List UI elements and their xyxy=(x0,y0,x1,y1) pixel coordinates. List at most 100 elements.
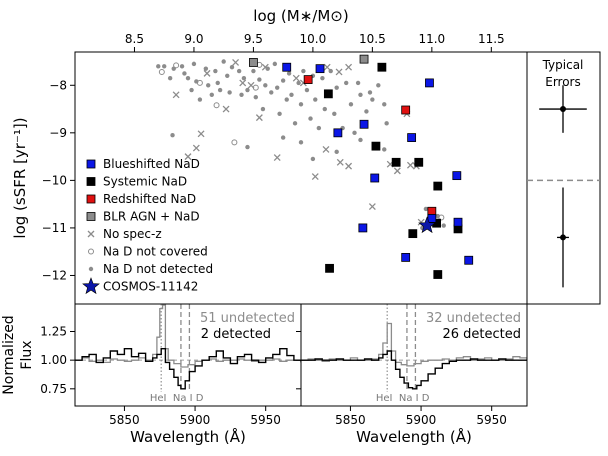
no-spec-z-point xyxy=(203,69,211,77)
na-d-not-detected-point xyxy=(441,223,446,228)
no-spec-z-point xyxy=(184,153,192,161)
hei-label: HeI xyxy=(150,393,167,404)
na-d-not-detected-point xyxy=(298,102,304,107)
no-spec-z-point xyxy=(192,144,200,152)
error-bars xyxy=(539,85,587,288)
legend-marker-cosmos-11142 xyxy=(82,277,100,295)
y-axis-tick-label: −10 xyxy=(42,173,67,187)
na-d-not-detected-point xyxy=(358,137,363,143)
na-d-not-covered-point xyxy=(231,139,238,146)
legend-marker-blueshifted-nad xyxy=(86,159,96,169)
nad-label: Na I D xyxy=(399,393,430,404)
errors-title-line-2: Errors xyxy=(545,75,581,89)
no-spec-z-point xyxy=(247,81,255,89)
legend-marker-blr-agn-nad xyxy=(86,212,96,221)
na-d-not-detected-point xyxy=(304,87,310,93)
no-spec-z-point xyxy=(222,105,230,113)
na-d-not-detected-point xyxy=(367,90,373,95)
na-d-not-detected-point xyxy=(189,87,194,93)
blueshifted-nad-point xyxy=(359,119,369,129)
redshifted-nad-point xyxy=(401,105,411,115)
legend-marker-redshifted-nad xyxy=(86,194,96,204)
no-spec-z-point xyxy=(345,162,353,170)
x-stroke xyxy=(172,91,180,99)
spectrum-frame xyxy=(300,303,528,407)
flux-tick-label: 0.75 xyxy=(40,382,67,396)
blueshifted-nad-point xyxy=(464,255,474,265)
na-d-not-detected-point xyxy=(251,68,256,74)
top-axis-ticks: 8.5 9.0 9.5 10.0 10.5 11.0 11.5 xyxy=(125,32,505,52)
wavelength-tick-label: 5900 xyxy=(406,413,437,427)
no-spec-z-point xyxy=(322,146,330,153)
systemic-nad-point xyxy=(371,141,381,151)
y-axis-tick-label: −11 xyxy=(42,221,67,235)
na-d-not-detected-point xyxy=(308,116,313,121)
legend-label-redshifted-nad: Redshifted NaD xyxy=(103,192,196,206)
no-spec-z-point xyxy=(261,63,269,71)
x-stroke xyxy=(292,74,300,82)
na-d-not-detected-point xyxy=(376,83,381,88)
na-d-not-detected-point xyxy=(352,130,357,136)
na-d-not-covered-point xyxy=(158,68,165,75)
error-bar-point xyxy=(560,106,566,113)
no-spec-z-point xyxy=(197,130,205,138)
na-d-not-detected-point xyxy=(292,121,298,126)
legend-marker-systemic-nad xyxy=(86,177,96,186)
na-d-not-detected-point xyxy=(298,140,304,145)
na-d-not-detected-point xyxy=(277,111,282,117)
x-stroke xyxy=(87,230,95,238)
systemic-nad-point xyxy=(323,89,333,99)
no-spec-z-point xyxy=(335,68,343,76)
spectrum-undetected-line xyxy=(75,304,301,368)
scatter-points xyxy=(156,54,474,279)
na-d-not-detected-point xyxy=(260,106,266,112)
na-d-not-detected-point xyxy=(170,133,175,138)
na-d-not-detected-point xyxy=(221,59,226,64)
x-stroke xyxy=(345,63,353,71)
legend-label-systemic-nad: Systemic NaD xyxy=(103,175,187,189)
blueshifted-nad-point xyxy=(453,217,463,227)
legend-label-blr-agn-nad: BLR AGN + NaD xyxy=(103,210,200,224)
top-axis-tick-label: 9.5 xyxy=(244,32,263,46)
na-d-not-detected-point xyxy=(289,92,294,97)
na-d-not-detected-point xyxy=(162,64,167,69)
blueshifted-nad-point xyxy=(401,253,411,262)
blueshifted-nad-point xyxy=(315,64,325,74)
systemic-nad-point xyxy=(391,157,401,167)
x-stroke xyxy=(192,144,200,152)
na-d-not-detected-point xyxy=(348,102,354,107)
wavelength-tick-label: 5850 xyxy=(335,413,366,427)
na-d-not-detected-point xyxy=(156,64,161,69)
na-d-not-detected-point xyxy=(197,97,203,102)
x-stroke xyxy=(336,158,344,166)
spectrum-detected-line xyxy=(301,350,527,390)
spectrum-y-label-line-1: Normalized xyxy=(1,315,17,394)
x-stroke xyxy=(184,153,192,161)
wavelength-tick-label: 5850 xyxy=(109,413,140,427)
na-d-not-detected-point xyxy=(280,78,286,83)
na-d-not-detected-point xyxy=(382,147,387,152)
na-d-not-detected-point xyxy=(245,87,250,93)
systemic-nad-point xyxy=(433,270,443,279)
no-spec-z-point xyxy=(239,79,247,87)
blueshifted-nad-point xyxy=(358,223,368,233)
na-d-not-detected-point xyxy=(322,106,327,112)
no-spec-z-point xyxy=(172,91,180,99)
x-stroke xyxy=(239,79,247,87)
na-d-not-detected-point xyxy=(355,80,361,86)
blueshifted-nad-point xyxy=(427,214,437,223)
na-d-not-detected-point xyxy=(286,71,292,76)
na-d-not-detected-point xyxy=(284,97,289,102)
flux-tick-label: 1.25 xyxy=(40,325,67,339)
x-stroke xyxy=(335,68,343,76)
x-stroke xyxy=(255,114,263,122)
x-stroke xyxy=(311,173,319,181)
no-spec-z-point xyxy=(323,63,331,71)
no-spec-z-point xyxy=(368,203,376,210)
legend-label-no-spec-z: No spec-z xyxy=(103,227,162,241)
na-d-not-detected-point xyxy=(213,68,218,74)
detected-count-label: 2 detected xyxy=(201,327,271,342)
na-d-not-detected-point xyxy=(215,80,220,86)
